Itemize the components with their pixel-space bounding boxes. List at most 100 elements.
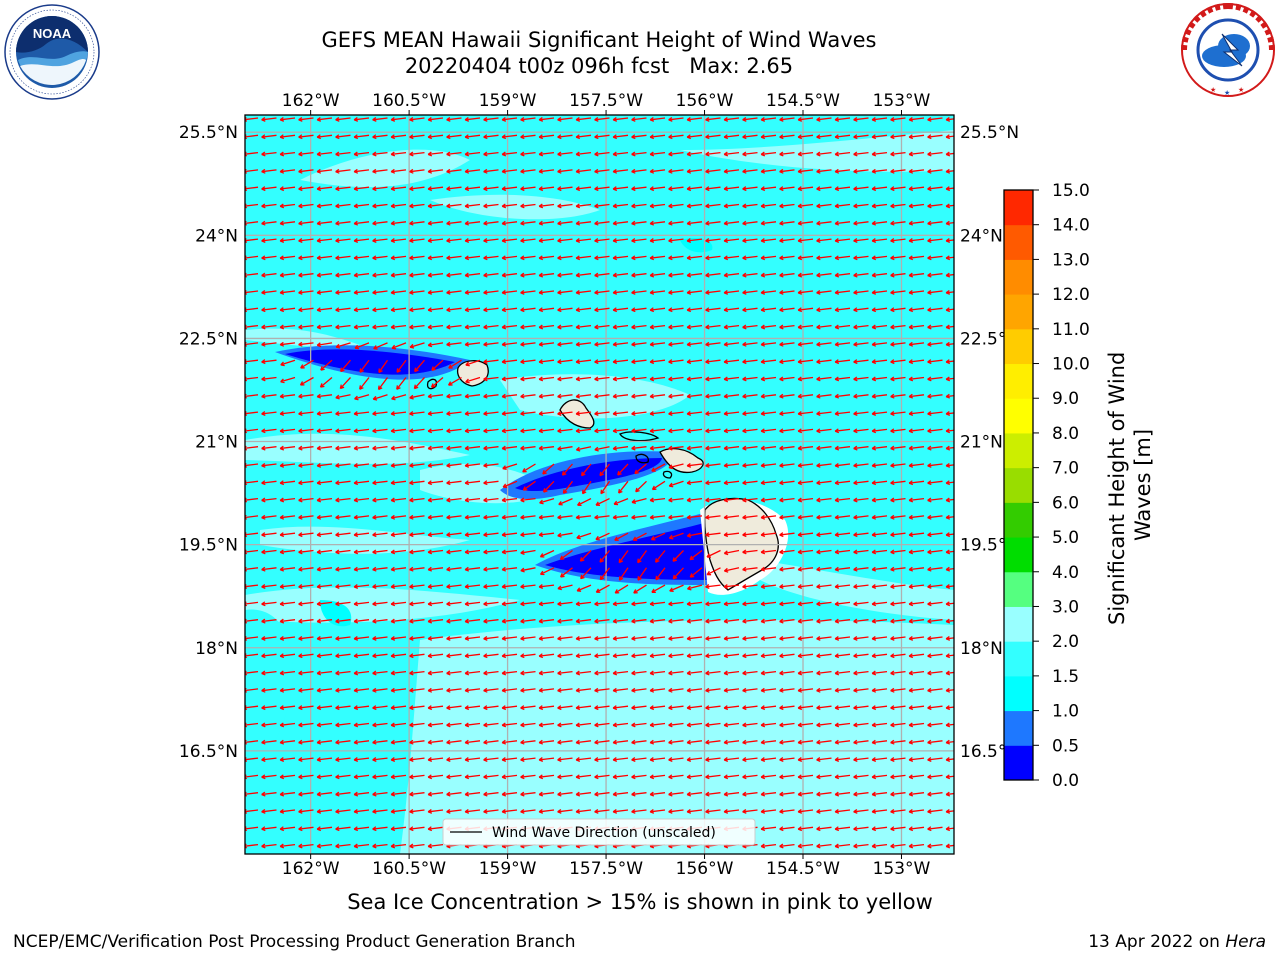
wind-wave-arrow bbox=[705, 670, 721, 676]
colorbar-swatch bbox=[1004, 745, 1033, 781]
wind-wave-arrow bbox=[723, 532, 740, 538]
wind-wave-arrow bbox=[372, 151, 388, 157]
wind-wave-arrow bbox=[871, 549, 888, 555]
wind-wave-arrow bbox=[464, 168, 481, 174]
wind-wave-arrow bbox=[655, 567, 666, 581]
wind-wave-arrow bbox=[575, 393, 592, 399]
wind-wave-arrow bbox=[686, 307, 703, 313]
wind-wave-arrow bbox=[890, 134, 906, 140]
wind-wave-arrows bbox=[245, 116, 954, 849]
wind-wave-arrow bbox=[427, 480, 444, 486]
wind-wave-arrow bbox=[427, 116, 444, 122]
wind-wave-arrow bbox=[853, 393, 869, 399]
wind-wave-arrow bbox=[483, 203, 499, 209]
wind-wave-arrow bbox=[372, 670, 388, 676]
wind-wave-arrow bbox=[853, 774, 869, 780]
wind-wave-arrow bbox=[446, 255, 462, 261]
wind-wave-arrow bbox=[816, 549, 832, 555]
wind-wave-arrow bbox=[927, 272, 943, 278]
wind-wave-arrow bbox=[446, 791, 462, 797]
wind-wave-arrow bbox=[464, 722, 481, 728]
wind-wave-arrow bbox=[779, 549, 795, 555]
wind-wave-arrow bbox=[298, 411, 314, 416]
wind-wave-arrow bbox=[501, 670, 518, 676]
wind-wave-arrow bbox=[834, 116, 851, 122]
wind-wave-arrow bbox=[853, 428, 869, 434]
wind-wave-arrow bbox=[853, 220, 869, 226]
wind-wave-arrow bbox=[631, 203, 647, 209]
wind-wave-arrow bbox=[890, 791, 906, 797]
lat-tick-label-right: 25.5°N bbox=[960, 123, 1019, 143]
wind-wave-arrow bbox=[483, 757, 499, 762]
wind-wave-arrow bbox=[261, 462, 277, 468]
wind-wave-arrow bbox=[908, 532, 925, 538]
wind-wave-arrow bbox=[501, 757, 518, 762]
footer-date: 13 Apr 2022 on Hera bbox=[1088, 932, 1266, 952]
wind-wave-arrow bbox=[576, 584, 592, 592]
wind-wave-arrow bbox=[446, 601, 462, 607]
wind-wave-arrow bbox=[686, 376, 703, 382]
wind-wave-arrow bbox=[853, 739, 869, 745]
wind-wave-arrow bbox=[409, 774, 425, 780]
wind-wave-arrow bbox=[871, 462, 888, 468]
wind-wave-arrow bbox=[668, 791, 684, 797]
wind-wave-arrow bbox=[279, 324, 296, 330]
wind-wave-arrow bbox=[557, 134, 573, 140]
wind-wave-arrow bbox=[649, 341, 666, 347]
wind-wave-arrow bbox=[372, 739, 388, 745]
wind-wave-arrow bbox=[686, 116, 703, 122]
wind-wave-arrow bbox=[927, 549, 943, 555]
wind-wave-arrow bbox=[612, 514, 629, 520]
wind-wave-arrow bbox=[631, 428, 647, 434]
wind-wave-arrow bbox=[927, 134, 943, 140]
wind-wave-arrow bbox=[427, 549, 444, 555]
wind-wave-arrow bbox=[816, 220, 832, 226]
wind-wave-arrow bbox=[335, 532, 351, 538]
wind-wave-arrow bbox=[427, 307, 444, 313]
wind-wave-arrow bbox=[705, 272, 721, 278]
wind-wave-arrow bbox=[594, 514, 610, 520]
wind-wave-arrow bbox=[853, 168, 869, 174]
wind-wave-arrow bbox=[634, 463, 647, 475]
wind-wave-arrow bbox=[279, 705, 296, 711]
wind-wave-arrow bbox=[446, 757, 462, 762]
lon-tick-label-top: 159°W bbox=[479, 91, 537, 111]
wind-wave-arrow bbox=[483, 151, 499, 157]
wind-wave-arrow bbox=[927, 566, 943, 572]
wind-wave-arrow bbox=[353, 497, 370, 503]
wind-wave-arrow bbox=[612, 324, 629, 330]
wind-wave-arrow bbox=[686, 324, 703, 330]
wind-wave-arrow bbox=[390, 428, 407, 434]
wind-wave-arrow bbox=[705, 428, 721, 434]
wind-wave-arrow bbox=[742, 497, 758, 503]
wind-wave-arrow bbox=[483, 324, 499, 330]
wind-wave-arrow bbox=[409, 826, 425, 832]
wind-wave-arrow bbox=[612, 272, 629, 278]
wind-wave-arrow bbox=[575, 255, 592, 261]
wind-wave-arrow bbox=[279, 428, 296, 434]
wind-wave-arrow bbox=[760, 393, 777, 399]
wind-wave-arrow bbox=[816, 255, 832, 261]
wind-wave-arrow bbox=[612, 411, 629, 416]
colorbar-swatch bbox=[1004, 675, 1033, 712]
wind-wave-arrow bbox=[834, 549, 851, 555]
wind-wave-arrow bbox=[409, 670, 425, 676]
wind-wave-arrow bbox=[483, 480, 499, 486]
wind-wave-arrow bbox=[612, 359, 629, 365]
wind-wave-arrow bbox=[372, 635, 388, 641]
wind-wave-arrow bbox=[779, 116, 795, 122]
wind-wave-arrow bbox=[409, 757, 425, 762]
wind-wave-arrow bbox=[816, 428, 832, 434]
wind-wave-arrow bbox=[871, 168, 888, 174]
wind-wave-arrow bbox=[668, 324, 684, 330]
colorbar-frame bbox=[1003, 189, 1034, 781]
wind-wave-arrow bbox=[409, 584, 425, 589]
wind-wave-arrow bbox=[427, 289, 444, 295]
wind-wave-arrow bbox=[668, 203, 684, 209]
wind-wave-arrow bbox=[353, 151, 370, 157]
wind-wave-arrow bbox=[612, 635, 629, 641]
wind-wave-arrow bbox=[335, 394, 351, 400]
wind-wave-arrow bbox=[298, 220, 314, 226]
wind-wave-arrow bbox=[890, 359, 906, 365]
wind-wave-arrow bbox=[705, 497, 721, 503]
